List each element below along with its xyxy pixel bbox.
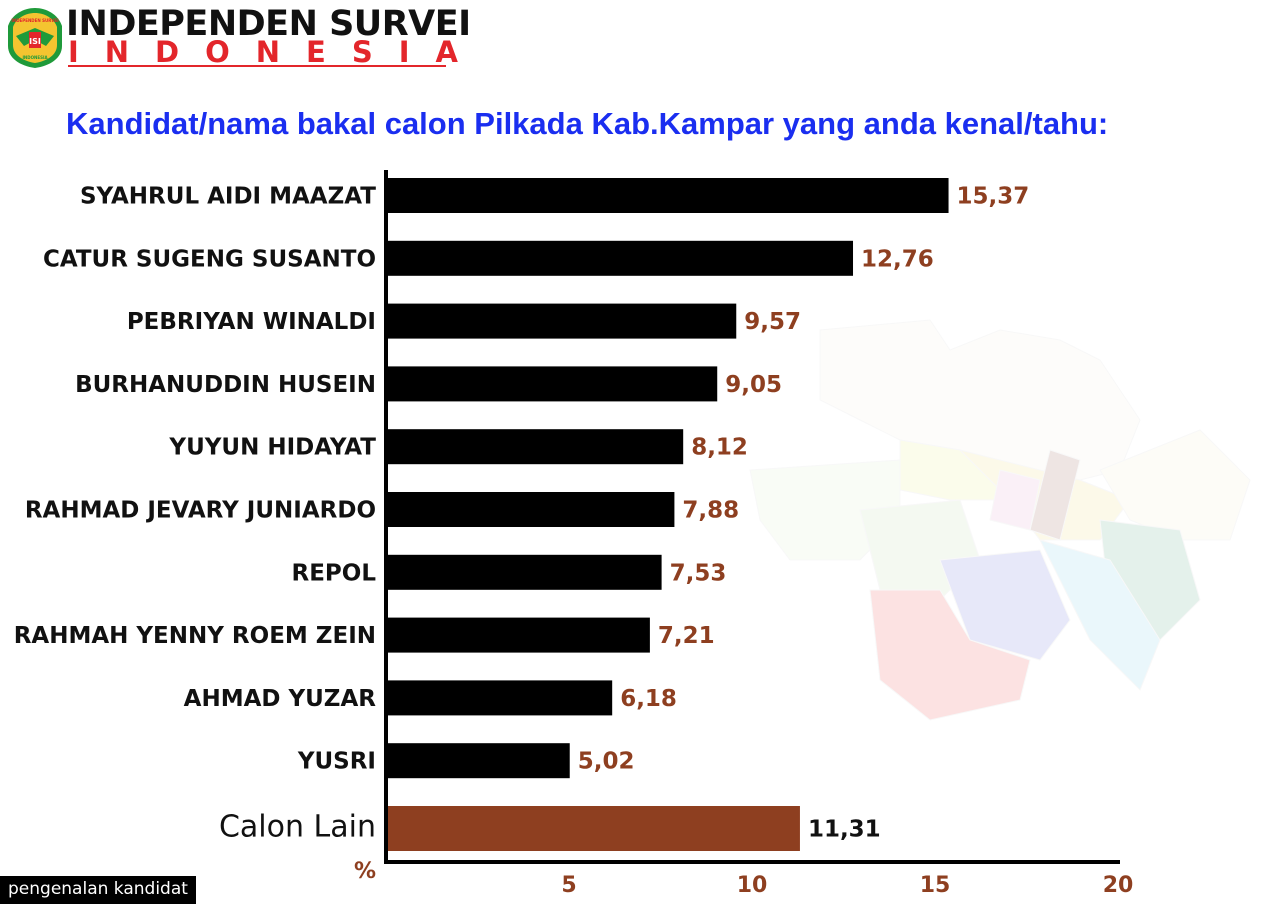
bar — [388, 366, 718, 402]
category-label: BURHANUDDIN HUSEIN — [75, 372, 376, 398]
bar — [388, 240, 854, 276]
value-label: 11,31 — [808, 817, 881, 843]
svg-text:ISI: ISI — [29, 37, 41, 46]
value-label: 5,02 — [578, 749, 635, 775]
bar — [388, 617, 650, 653]
bar — [388, 554, 662, 590]
bar — [388, 178, 949, 213]
footer-tag: pengenalan kandidat — [0, 876, 196, 904]
value-label: 6,18 — [620, 686, 677, 712]
brand-name-line1: INDEPENDEN SURVEI — [66, 4, 471, 44]
category-label: YUSRI — [297, 749, 376, 775]
x-tick-label: 5 — [561, 873, 576, 898]
bar — [388, 743, 570, 779]
isi-logo: ISI INDEPENDEN SURVEI INDONESIA — [8, 8, 62, 68]
value-label: 9,05 — [725, 372, 782, 398]
category-label: AHMAD YUZAR — [184, 686, 377, 712]
value-label: 7,88 — [682, 498, 739, 524]
bar — [388, 492, 675, 527]
category-label: SYAHRUL AIDI MAAZAT — [80, 184, 376, 210]
brand-name-line2: INDONESIA — [68, 35, 484, 69]
value-label: 12,76 — [861, 246, 934, 272]
bar-calon-lain — [388, 806, 800, 851]
category-label: PEBRIYAN WINALDI — [127, 309, 376, 335]
bar — [388, 303, 737, 339]
bar — [388, 680, 613, 716]
svg-text:INDONESIA: INDONESIA — [22, 55, 48, 60]
category-label: RAHMAH YENNY ROEM ZEIN — [14, 623, 376, 649]
value-label: 8,12 — [691, 435, 748, 461]
value-label: 7,53 — [670, 560, 727, 586]
x-axis-label: % — [354, 859, 376, 884]
bar — [388, 429, 684, 465]
category-label: REPOL — [292, 560, 377, 586]
x-tick-label: 10 — [737, 873, 768, 898]
category-label: Calon Lain — [219, 810, 376, 845]
brand-underline — [68, 65, 446, 67]
svg-text:INDEPENDEN SURVEI: INDEPENDEN SURVEI — [11, 18, 59, 23]
category-label: RAHMAD JEVARY JUNIARDO — [25, 498, 376, 524]
value-label: 15,37 — [957, 184, 1030, 210]
x-tick-label: 15 — [920, 873, 951, 898]
value-label: 7,21 — [658, 623, 715, 649]
x-tick-label: 20 — [1103, 873, 1134, 898]
value-label: 9,57 — [744, 309, 801, 335]
chart-title: Kandidat/nama bakal calon Pilkada Kab.Ka… — [66, 106, 1109, 141]
category-label: CATUR SUGENG SUSANTO — [43, 246, 376, 272]
category-label: YUYUN HIDAYAT — [168, 435, 376, 461]
